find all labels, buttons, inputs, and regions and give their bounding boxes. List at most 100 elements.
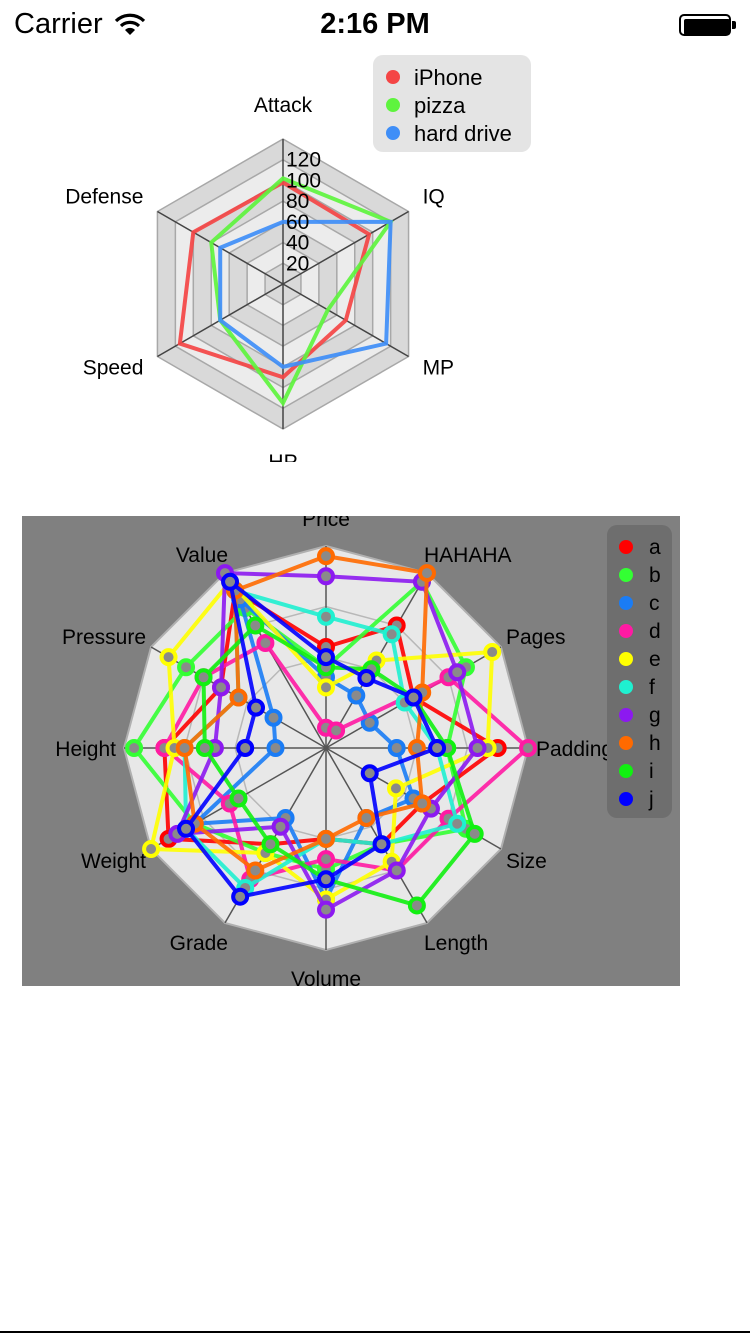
chart2-point-h	[317, 829, 335, 848]
chart2-legend-label-h: h	[649, 732, 661, 755]
chart2-axis-labels: Price HAHAHA Pages Padding Size Length Volume G…	[55, 516, 613, 986]
chart1-legend-label-iphone: iPhone	[414, 65, 483, 90]
carrier-label: Carrier	[14, 8, 103, 40]
chart2-point-i	[229, 789, 248, 808]
chart2-point-c	[387, 739, 406, 757]
chart2-axis-label-value: Value	[176, 544, 228, 567]
chart2-point-i	[194, 668, 213, 687]
chart1-tick-label: 100	[286, 169, 321, 192]
chart2-point-j	[247, 698, 266, 717]
chart1-axis-label-speed: Speed	[83, 357, 144, 380]
chart1-legend-swatch-iphone	[386, 70, 400, 84]
chart2-legend-box	[607, 525, 672, 818]
chart1-legend-label-pizza: pizza	[414, 93, 466, 118]
chart2-point-e	[142, 840, 161, 858]
chart2-legend-swatch-j	[619, 792, 633, 806]
chart2-legend-swatch-g	[619, 708, 633, 722]
chart1-axis-label-attack: Attack	[254, 94, 313, 117]
chart2-legend-swatch-e	[619, 652, 633, 666]
chart1-legend-swatch-hard-drive	[386, 126, 400, 140]
battery-body	[679, 14, 731, 36]
chart2-point-i	[246, 616, 265, 635]
chart2-point-d	[256, 634, 275, 653]
bottom-divider	[0, 1331, 750, 1333]
chart1-series-group	[177, 176, 394, 407]
chart2-axis-label-hahaha: HAHAHA	[424, 544, 512, 567]
chart2-point-h	[175, 739, 194, 757]
chart2-point-h	[317, 547, 335, 566]
chart2-point-c	[347, 686, 366, 705]
chart2-point-b	[177, 658, 196, 677]
radar-chart-attributes: Price HAHAHA Pages Padding Size Length Volume G…	[22, 516, 680, 986]
chart2-point-c	[264, 708, 283, 727]
status-time: 2:16 PM	[320, 8, 430, 40]
chart2-axis-label-weight: Weight	[81, 850, 146, 873]
chart2-legend-label-f: f	[649, 676, 655, 699]
status-bar: Carrier 2:16 PM	[0, 0, 750, 52]
chart1-legend: iPhone pizza hard drive	[373, 55, 531, 152]
chart2-point-f	[382, 625, 401, 644]
chart2-point-c	[266, 739, 285, 757]
chart2-axis-label-pressure: Pressure	[62, 626, 146, 649]
chart2-point-j	[231, 887, 250, 906]
chart1-legend-swatch-pizza	[386, 98, 400, 112]
chart2-axis-label-grade: Grade	[170, 932, 228, 955]
chart2-point-j	[360, 764, 379, 783]
chart2-legend-label-e: e	[649, 648, 661, 671]
chart2-point-h	[357, 808, 376, 827]
chart2-series-j	[177, 572, 447, 906]
chart2-point-j	[404, 688, 423, 707]
chart2-point-d	[327, 721, 346, 740]
chart1-tick-label: 20	[286, 252, 309, 275]
chart2-axis-label-volume: Volume	[291, 968, 361, 986]
chart2-point-g	[387, 861, 406, 880]
chart2-legend-label-a: a	[649, 536, 661, 559]
battery-fill	[684, 19, 730, 35]
chart2-point-g	[271, 817, 290, 836]
chart2-point-i	[195, 739, 214, 757]
chart2-point-g	[317, 567, 335, 586]
chart2-point-g	[212, 678, 231, 697]
chart2-point-d	[317, 850, 335, 869]
chart1-axis-label-mp: MP	[423, 357, 455, 380]
chart2-legend-swatch-f	[619, 680, 633, 694]
chart2-point-j	[428, 739, 447, 757]
chart2-point-b	[125, 739, 144, 757]
chart1-tick-label: 80	[286, 190, 309, 213]
chart2-axis-label-size: Size	[506, 850, 547, 873]
chart2-point-j	[221, 572, 240, 591]
chart2-point-e	[483, 643, 502, 662]
chart2-point-j	[357, 669, 376, 688]
chart1-axis-label-iq: IQ	[423, 186, 445, 209]
chart1-series-iphone	[177, 180, 372, 380]
chart2-point-e	[159, 648, 178, 667]
battery-tip	[732, 21, 736, 29]
chart2-spoke	[325, 747, 428, 924]
chart2-point-h	[418, 564, 436, 583]
chart2-point-i	[465, 824, 484, 843]
chart1-axis-labels: Attack IQ MP HP Speed Defense	[65, 94, 454, 462]
chart2-point-d	[519, 739, 537, 757]
chart2-axis-label-price: Price	[302, 516, 350, 531]
chart1-legend-label-hard-drive: hard drive	[414, 121, 512, 146]
chart2-point-j	[372, 835, 391, 854]
chart2-axis-label-pages: Pages	[506, 626, 566, 649]
chart2-legend-label-c: c	[649, 592, 660, 615]
chart2-point-h	[413, 794, 432, 813]
chart2-axis-label-height: Height	[55, 738, 116, 761]
chart2-point-h	[229, 688, 248, 707]
chart2-axis-label-padding: Padding	[536, 738, 613, 761]
chart2-point-j	[317, 648, 335, 667]
chart2-point-j	[317, 870, 335, 889]
chart2-legend-swatch-i	[619, 764, 633, 778]
chart2-legend-swatch-d	[619, 624, 633, 638]
chart1-legend-box	[373, 55, 531, 152]
wifi-icon	[114, 12, 146, 41]
chart2-point-g	[317, 900, 335, 919]
chart2-point-i	[407, 896, 426, 915]
chart2-legend-label-i: i	[649, 760, 654, 783]
chart2-point-j	[177, 819, 196, 838]
